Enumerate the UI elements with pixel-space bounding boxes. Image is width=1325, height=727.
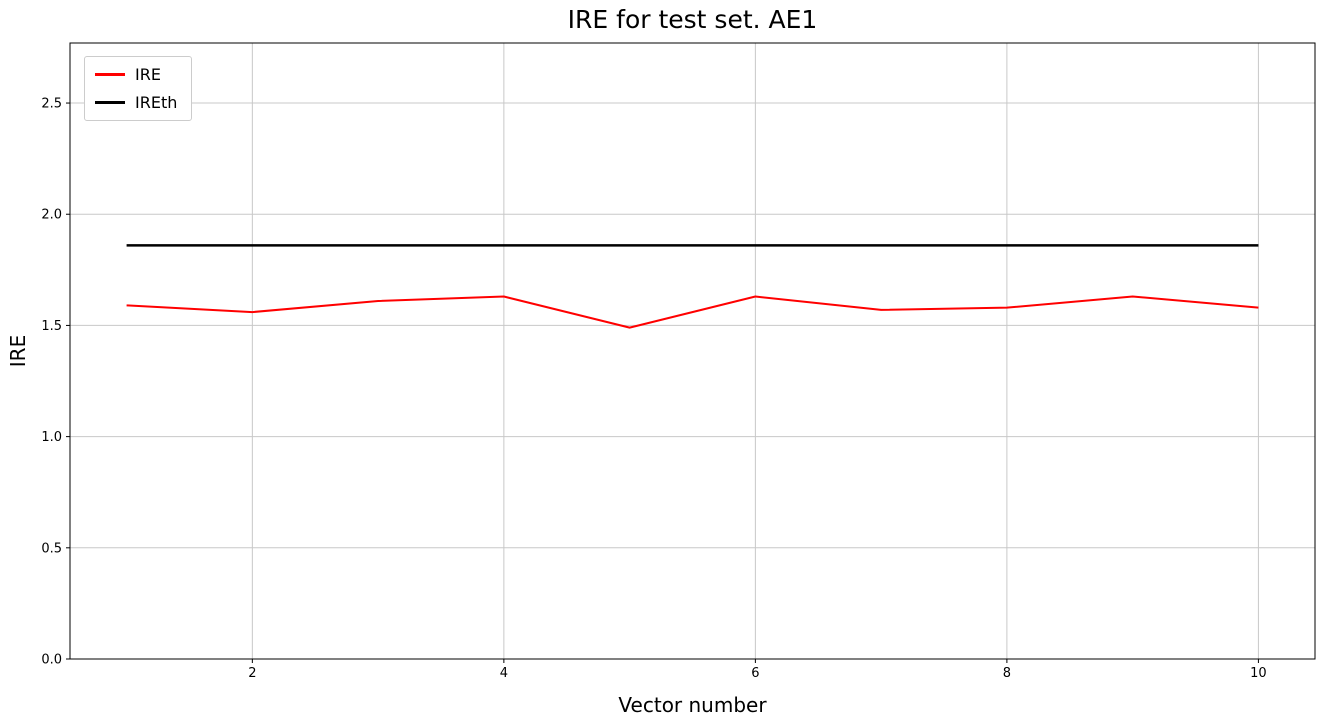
y-tick-label: 2.0 [41, 208, 62, 223]
y-tick-label: 0.5 [41, 541, 62, 556]
legend-label-ire: IRE [135, 65, 161, 84]
ire-line [126, 295, 1259, 329]
y-tick-label: 1.0 [41, 430, 62, 445]
x-axis-label: Vector number [618, 693, 767, 717]
x-tick-label: 8 [1003, 666, 1011, 681]
y-tick-label: 1.5 [41, 319, 62, 334]
legend-item-ireth: IREth [95, 93, 177, 112]
chart-title: IRE for test set. AE1 [567, 5, 818, 34]
plot-border [69, 42, 1316, 660]
x-tick-label: 4 [500, 666, 508, 681]
legend-item-ire: IRE [95, 65, 177, 84]
legend-label-ireth: IREth [135, 93, 178, 112]
y-tick-label: 2.5 [41, 97, 62, 112]
x-tick-label: 6 [751, 666, 759, 681]
legend: IRE IREth [84, 56, 193, 121]
ire-line-swatch [95, 73, 125, 76]
ireth-line-swatch [95, 101, 125, 104]
y-tick-label: 0.0 [41, 653, 62, 668]
x-tick-label: 10 [1250, 666, 1267, 681]
x-tick-label: 2 [248, 666, 256, 681]
